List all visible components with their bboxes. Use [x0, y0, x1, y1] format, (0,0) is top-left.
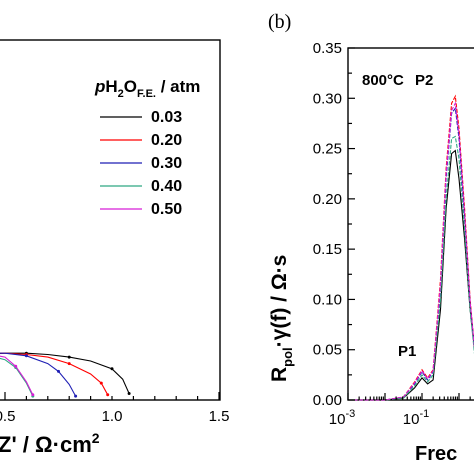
- legend-label-0.50: 0.50: [151, 201, 182, 218]
- panel-a-series-0.30: [0, 352, 77, 397]
- panel-a-x-tick-labels: 0.5 1.0 1.5: [0, 408, 229, 425]
- panel-b-y-ticks: [348, 47, 355, 401]
- peak-label-p1: P1: [398, 343, 416, 360]
- panel-b-x-tick-labels: 10-3 10-1: [329, 408, 429, 428]
- panel-a-point: [67, 362, 71, 366]
- panel-a-x-tick-label: 1.5: [209, 408, 230, 425]
- panel-b-tag: (b): [268, 11, 291, 33]
- peak-label-p2: P2: [415, 72, 433, 89]
- panel-a-point: [57, 369, 60, 373]
- panel-a-x-axis-label: Z' / Ω·cm2: [0, 430, 100, 457]
- panel-b-series-0.03: [348, 149, 474, 401]
- panel-b-y-tick-label: 0.35: [313, 40, 342, 57]
- panel-a: 0.5 1.0 1.5 Z' / Ω·cm2 pH2OF.E. / atm 0.03…: [0, 39, 229, 457]
- panel-b-x-ticks: [347, 393, 471, 400]
- panel-b-x-tick-label: 10-1: [403, 408, 429, 428]
- panel-a-point: [24, 354, 28, 358]
- panel-b-y-tick-label: 0.20: [313, 191, 342, 208]
- panel-b-y-tick-label: 0.30: [313, 90, 342, 107]
- panel-b: (b) 0.00 0.05 0.10 0.15 0.20 0.25 0.30 0.35 10-…: [268, 11, 474, 465]
- panel-a-frame: [0, 39, 221, 401]
- panel-b-x-tick-label: 10-3: [329, 408, 355, 428]
- panel-a-series-0.40: [0, 357, 34, 397]
- panel-a-point: [74, 394, 78, 398]
- legend-title: pH2OF.E. / atm: [94, 77, 200, 100]
- panel-b-y-tick-label: 0.15: [313, 241, 342, 258]
- panel-a-series: [0, 351, 131, 398]
- panel-b-y-axis-label: Rpol·γ(f) / Ω·s: [268, 255, 295, 382]
- panel-a-x-tick-label: 1.0: [102, 408, 123, 425]
- temperature-annotation: 800°C: [362, 72, 404, 89]
- panel-b-series: [348, 94, 474, 401]
- legend-label-0.40: 0.40: [151, 178, 182, 195]
- panel-a-point: [106, 393, 110, 397]
- panel-a-point: [67, 355, 71, 359]
- panel-b-x-axis-label: Frec: [415, 443, 457, 465]
- panel-a-legend: pH2OF.E. / atm 0.03 0.20 0.30 0.40 0.50: [94, 77, 200, 218]
- panel-b-series-0.40: [348, 135, 474, 401]
- panel-a-x-tick-label: 0.5: [0, 408, 15, 425]
- panel-a-series-0.50: [0, 355, 34, 396]
- panel-b-series-0.50: [348, 101, 474, 401]
- panel-a-series-0.20: [0, 352, 109, 396]
- panel-a-x-ticks: [4, 392, 220, 400]
- panel-a-point: [127, 392, 131, 395]
- panel-a-point: [14, 364, 18, 368]
- panel-a-point: [31, 393, 35, 397]
- panel-b-y-tick-label: 0.00: [313, 392, 342, 409]
- panel-b-y-tick-labels: 0.00 0.05 0.10 0.15 0.20 0.25 0.30 0.35: [313, 40, 342, 409]
- panel-a-point: [110, 367, 114, 371]
- panel-b-y-tick-label: 0.25: [313, 141, 342, 158]
- panel-b-y-tick-label: 0.10: [313, 291, 342, 308]
- panel-a-point: [99, 381, 103, 385]
- legend-entries: 0.03 0.20 0.30 0.40 0.50: [100, 109, 182, 218]
- legend-label-0.20: 0.20: [151, 132, 182, 149]
- panel-b-y-tick-label: 0.05: [313, 342, 342, 359]
- legend-label-0.03: 0.03: [151, 109, 182, 126]
- legend-label-0.30: 0.30: [151, 155, 182, 172]
